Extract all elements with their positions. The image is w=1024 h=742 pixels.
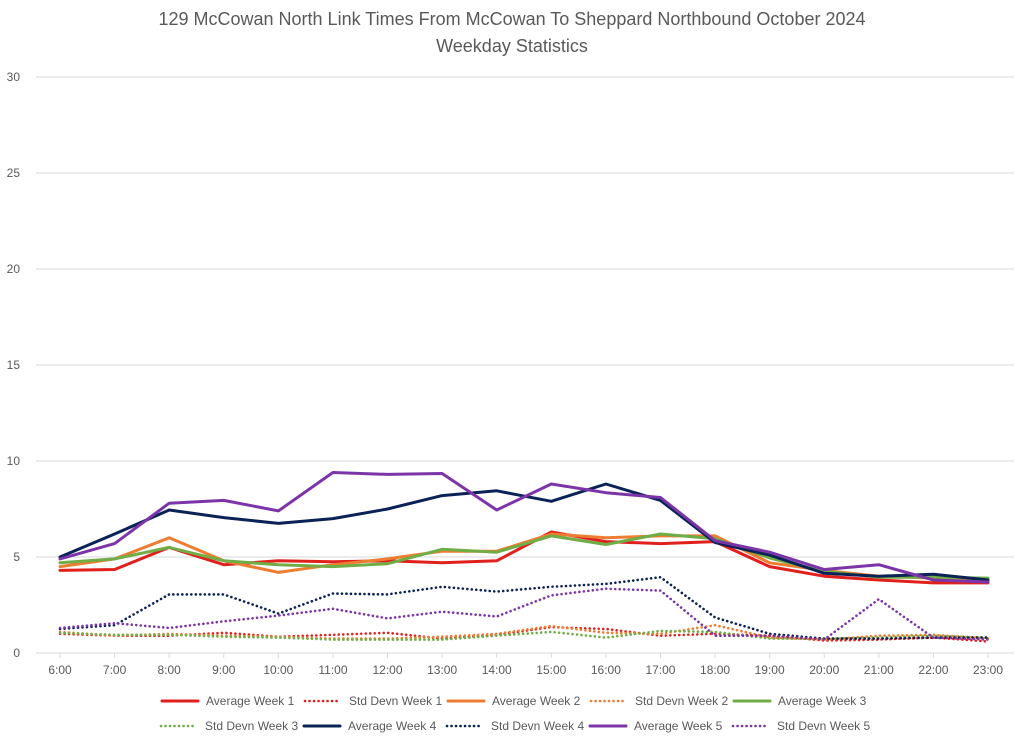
x-tick-label: 22:00 bbox=[918, 663, 948, 677]
series-line-std-devn-week-4 bbox=[58, 575, 990, 640]
x-tick-label: 9:00 bbox=[212, 663, 236, 677]
x-tick-label: 15:00 bbox=[536, 663, 566, 677]
y-axis-ticks: 0 5 10 15 20 25 30 bbox=[7, 70, 21, 660]
legend-label: Average Week 3 bbox=[778, 694, 867, 708]
x-tick-label: 17:00 bbox=[645, 663, 675, 677]
x-tick-label: 6:00 bbox=[48, 663, 72, 677]
x-tick-label: 14:00 bbox=[482, 663, 512, 677]
series-line-average-week-3 bbox=[58, 532, 990, 580]
legend-label: Std Devn Week 1 bbox=[349, 694, 442, 708]
legend-label: Average Week 2 bbox=[492, 694, 581, 708]
chart-subtitle: Weekday Statistics bbox=[436, 36, 588, 56]
series-lines bbox=[58, 471, 990, 643]
legend-label: Average Week 4 bbox=[348, 719, 437, 733]
y-tick-label: 25 bbox=[7, 166, 21, 180]
legend-label: Average Week 5 bbox=[634, 719, 723, 733]
legend-label: Std Devn Week 2 bbox=[635, 694, 728, 708]
legend-label: Average Week 1 bbox=[206, 694, 295, 708]
y-tick-label: 30 bbox=[7, 70, 21, 84]
chart-title: 129 McCowan North Link Times From McCowa… bbox=[158, 9, 866, 29]
x-tick-label: 12:00 bbox=[373, 663, 403, 677]
x-axis-ticks: 6:00 7:00 8:00 9:00 10:00 11:00 12:00 13:00 14:0… bbox=[48, 653, 1003, 677]
legend: Average Week 1 Std Devn Week 1 Average Wee… bbox=[159, 694, 870, 733]
series-line-std-devn-week-2 bbox=[58, 623, 990, 641]
legend-label: Std Devn Week 3 bbox=[205, 719, 298, 733]
legend-label: Std Devn Week 5 bbox=[777, 719, 870, 733]
y-tick-label: 10 bbox=[7, 454, 21, 468]
x-tick-label: 23:00 bbox=[973, 663, 1003, 677]
x-tick-label: 11:00 bbox=[318, 663, 347, 677]
x-tick-label: 19:00 bbox=[755, 663, 785, 677]
series-line-average-week-1 bbox=[58, 530, 990, 585]
series-line-average-week-5 bbox=[58, 471, 990, 584]
x-tick-label: 13:00 bbox=[427, 663, 457, 677]
x-tick-label: 7:00 bbox=[103, 663, 127, 677]
x-tick-label: 8:00 bbox=[157, 663, 181, 677]
y-tick-label: 15 bbox=[7, 358, 21, 372]
x-tick-label: 20:00 bbox=[809, 663, 839, 677]
series-line-std-devn-week-1 bbox=[58, 625, 990, 643]
x-tick-label: 18:00 bbox=[700, 663, 730, 677]
y-tick-label: 0 bbox=[13, 646, 20, 660]
x-tick-label: 10:00 bbox=[263, 663, 293, 677]
y-tick-label: 20 bbox=[7, 262, 21, 276]
legend-label: Std Devn Week 4 bbox=[491, 719, 584, 733]
x-tick-label: 21:00 bbox=[864, 663, 894, 677]
series-line-std-devn-week-5 bbox=[58, 587, 990, 641]
y-tick-label: 5 bbox=[13, 550, 20, 564]
x-tick-label: 16:00 bbox=[591, 663, 621, 677]
